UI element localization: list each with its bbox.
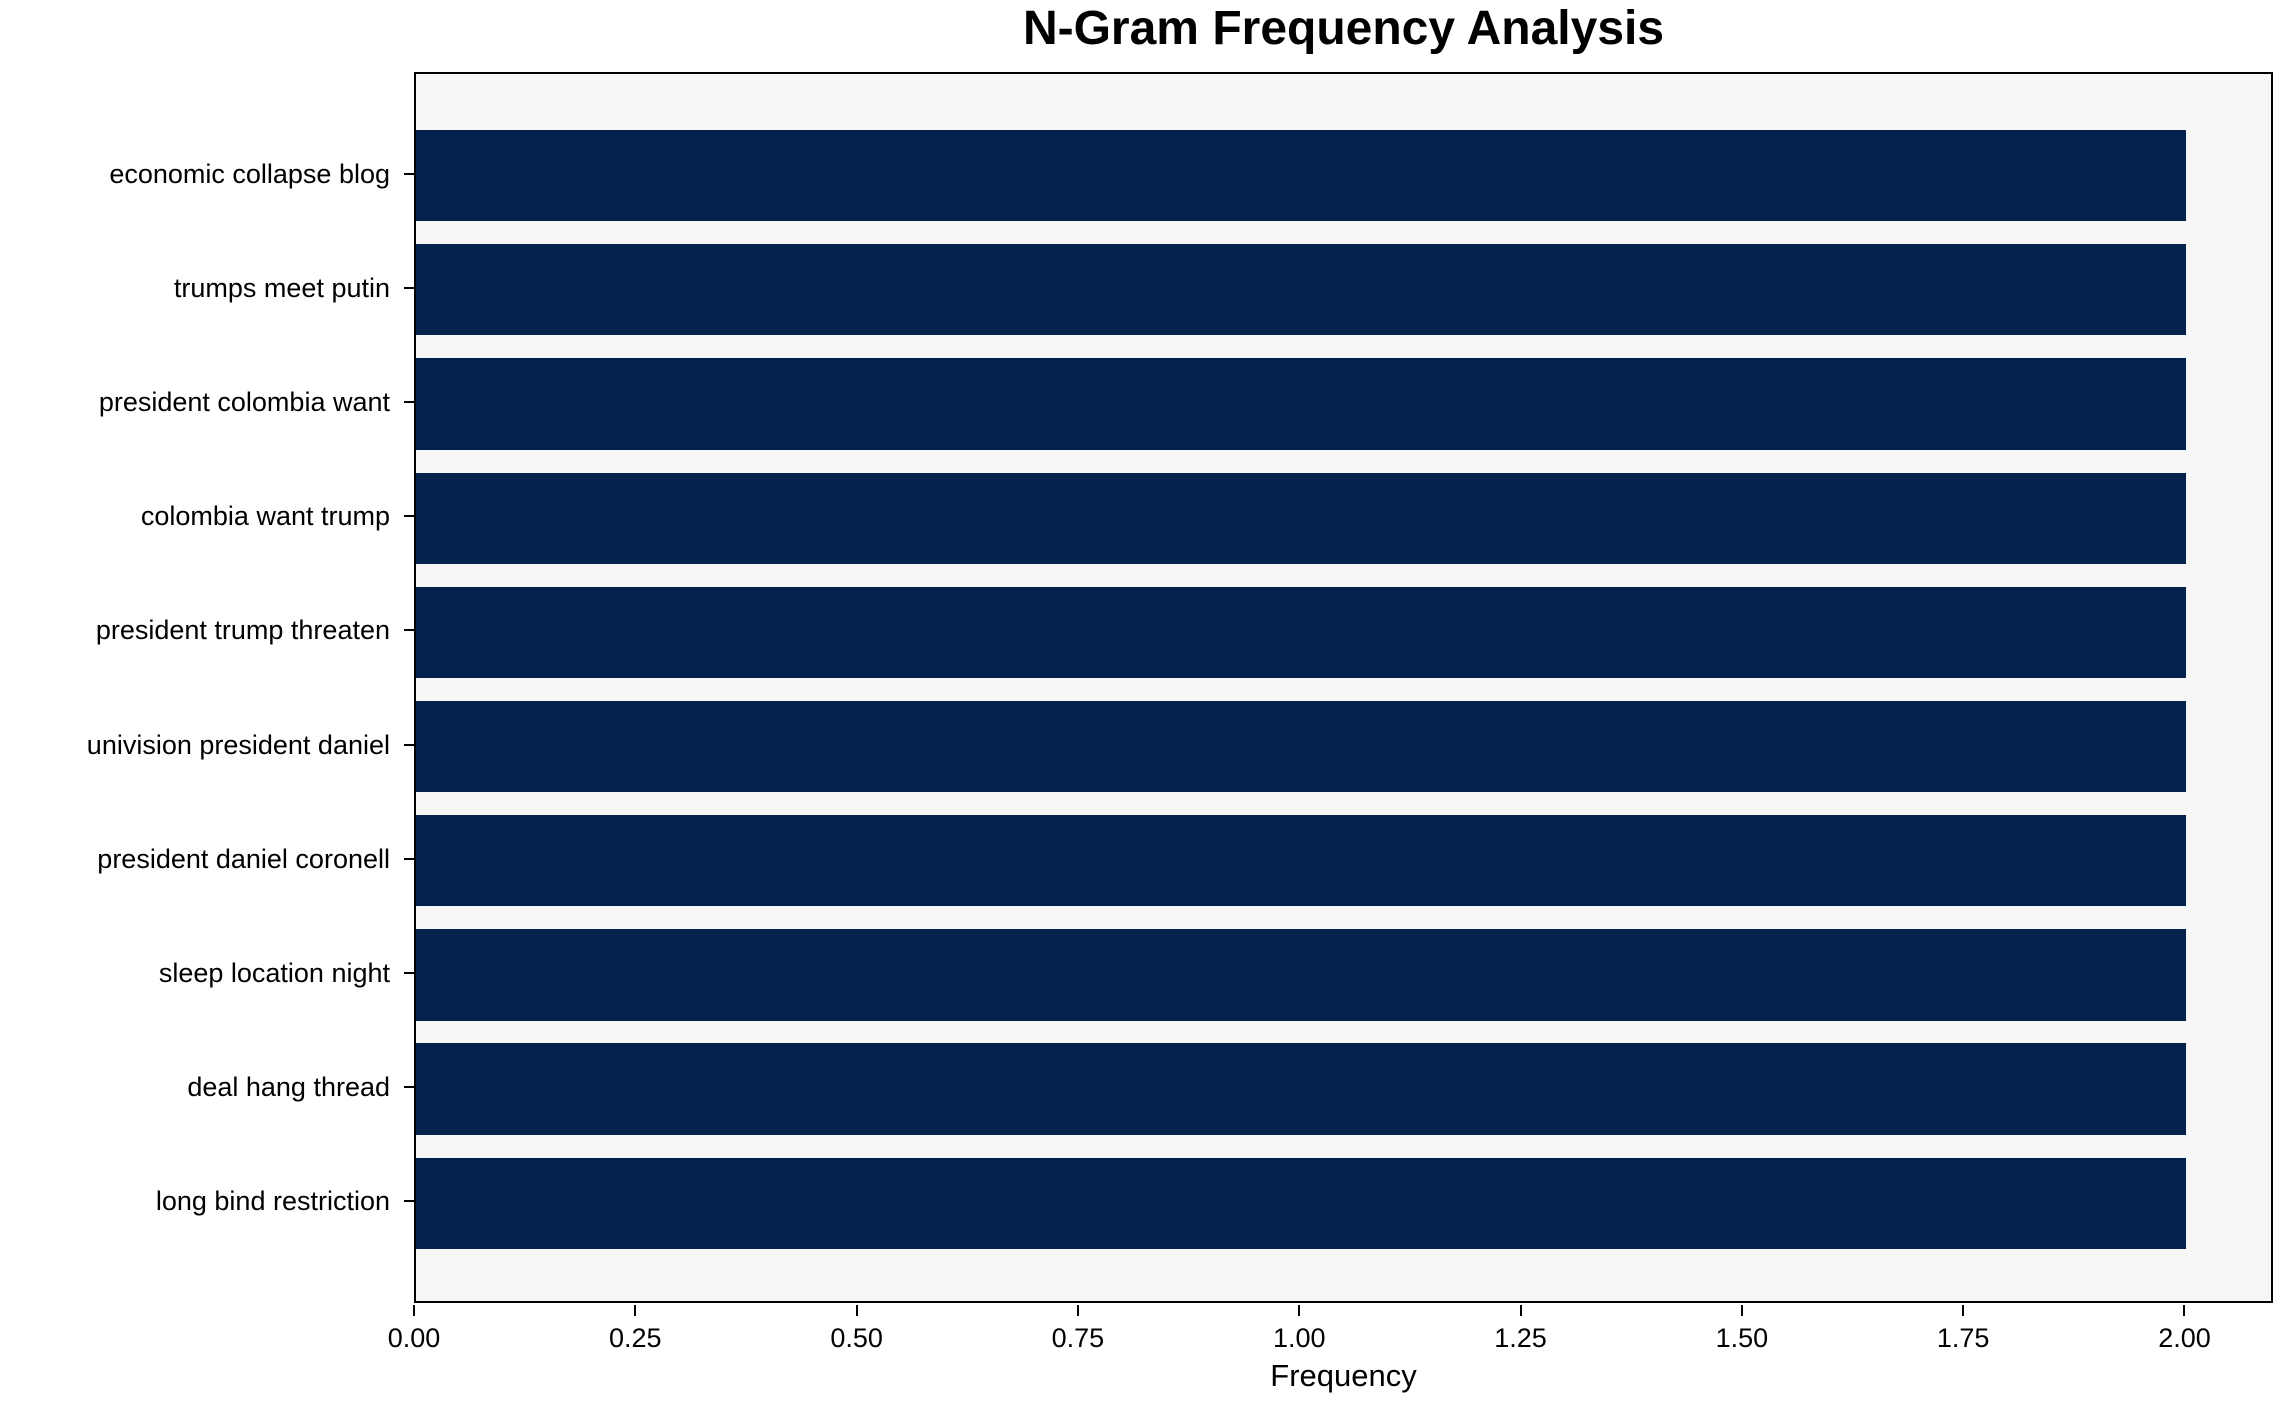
y-tick [404, 172, 414, 175]
y-tick [404, 286, 414, 289]
bar [416, 586, 2187, 679]
bar [416, 1157, 2187, 1250]
x-tick [1740, 1305, 1743, 1316]
y-tick [404, 971, 414, 974]
x-tick-label: 0.00 [387, 1323, 441, 1353]
x-tick-label: 1.75 [1936, 1323, 1990, 1353]
x-tick-label: 0.75 [1051, 1323, 1105, 1353]
y-axis-label: trumps meet putin [173, 272, 390, 303]
y-axis-label: president trump threaten [95, 615, 390, 646]
y-tick [404, 1200, 414, 1203]
x-tick-label: 0.50 [830, 1323, 883, 1353]
x-tick [413, 1305, 415, 1316]
x-tick-label: 0.25 [609, 1323, 662, 1353]
y-tick [404, 515, 414, 518]
y-tick [404, 401, 414, 404]
y-axis-label: univision president daniel [86, 729, 390, 760]
y-axis-label: colombia want trump [140, 501, 390, 532]
bar [416, 1043, 2187, 1135]
chart-title: N-Gram Frequency Analysis [1022, 2, 1665, 55]
y-axis-label: long bind restriction [155, 1186, 390, 1217]
y-axis-label: deal hang thread [187, 1072, 390, 1103]
x-tick [634, 1305, 637, 1316]
x-axis-label: Frequency [1270, 1358, 1417, 1393]
y-tick [404, 1086, 414, 1089]
bar [416, 244, 2187, 336]
y-axis-label: president colombia want [98, 387, 390, 418]
x-tick [1076, 1305, 1079, 1316]
x-tick-label: 1.00 [1272, 1323, 1326, 1353]
plot-area [414, 72, 2273, 1303]
bar [416, 129, 2187, 222]
bar [416, 472, 2187, 564]
x-tick [2183, 1305, 2186, 1316]
bar [416, 358, 2187, 450]
y-axis-label: economic collapse blog [109, 158, 390, 189]
x-tick-label: 1.50 [1715, 1323, 1769, 1353]
y-tick [404, 857, 414, 860]
y-axis-label: sleep location night [158, 957, 390, 988]
y-axis-label: president daniel coronell [97, 843, 390, 874]
bar [416, 815, 2187, 907]
y-tick [404, 629, 414, 632]
x-tick [855, 1305, 858, 1316]
y-tick [404, 743, 414, 746]
x-tick [1519, 1305, 1522, 1316]
bar [416, 929, 2187, 1021]
x-tick-label: 2.00 [2158, 1323, 2211, 1353]
x-tick [1962, 1305, 1965, 1316]
x-tick [1298, 1305, 1301, 1316]
x-tick-label: 1.25 [1494, 1323, 1547, 1353]
bar [416, 700, 2187, 793]
